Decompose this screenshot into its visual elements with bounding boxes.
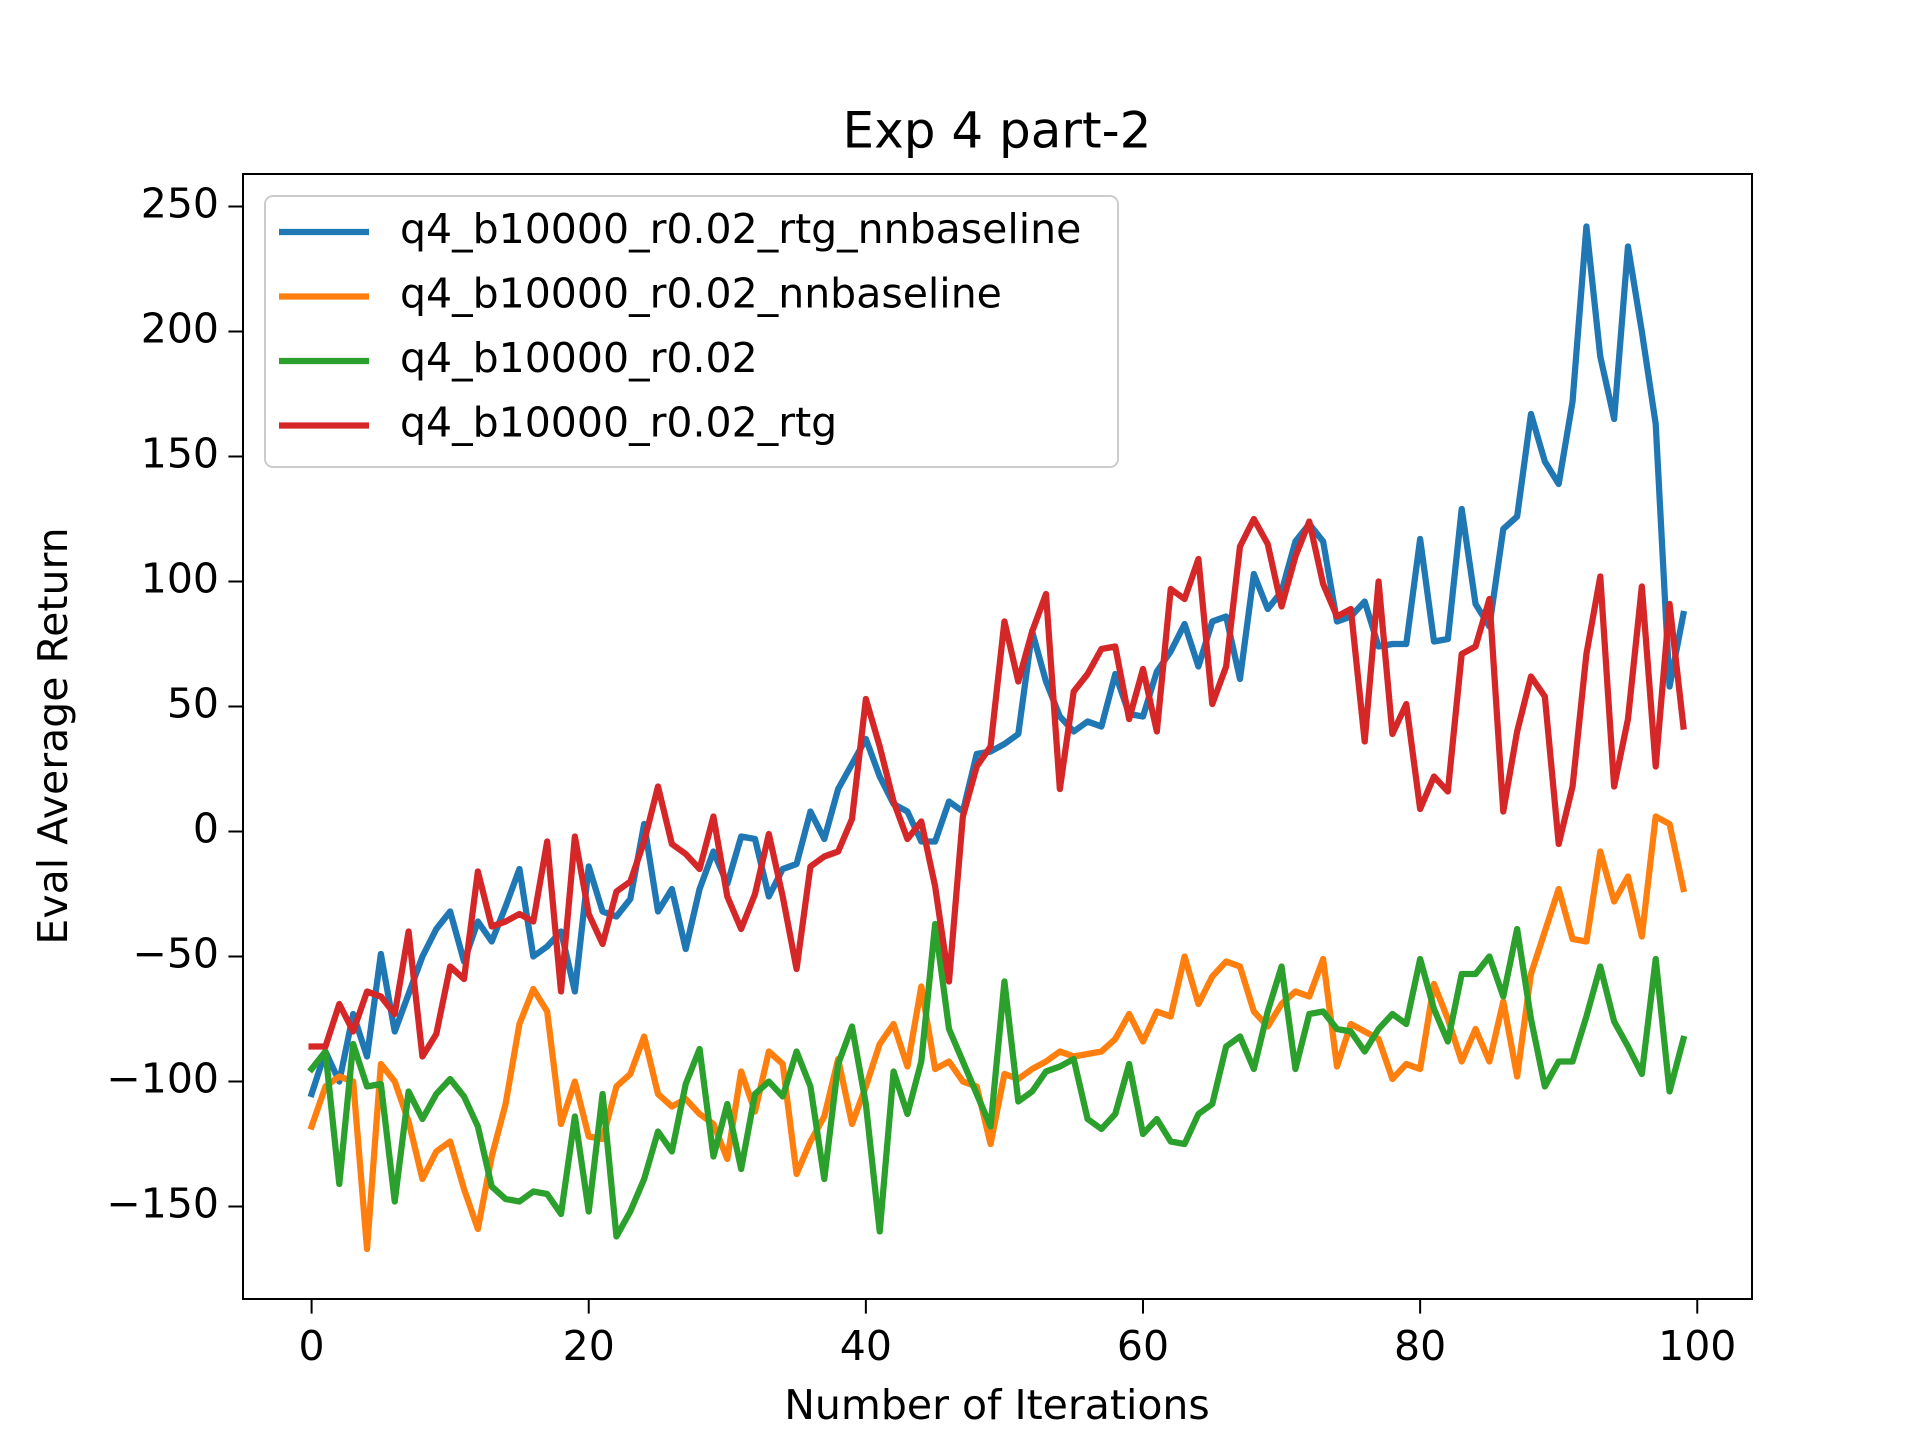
- series-line: [307, 920, 1688, 1240]
- chart-title: Exp 4 part-2: [843, 102, 1152, 160]
- legend-label: q4_b10000_r0.02: [400, 334, 758, 382]
- y-tick-label: 100: [141, 555, 219, 603]
- x-tick-label: 40: [840, 1322, 892, 1370]
- series-line: [307, 813, 1688, 1253]
- legend-label: q4_b10000_r0.02_nnbaseline: [400, 270, 1002, 318]
- y-tick-label: −50: [132, 930, 219, 978]
- x-tick-label: 80: [1394, 1322, 1446, 1370]
- y-tick-label: 50: [167, 680, 219, 728]
- x-tick-label: 0: [299, 1322, 325, 1370]
- x-tick-label: 60: [1117, 1322, 1169, 1370]
- x-tick-label: 100: [1658, 1322, 1736, 1370]
- series-line: [307, 223, 1688, 1098]
- y-tick-label: 150: [141, 430, 219, 478]
- series-line: [308, 515, 1687, 1060]
- y-axis-label: Eval Average Return: [29, 527, 77, 944]
- legend-box: [264, 195, 1119, 468]
- x-axis-label: Number of Iterations: [784, 1381, 1210, 1429]
- y-tick-label: 200: [141, 305, 219, 353]
- y-tick-label: 250: [141, 180, 219, 228]
- y-tick-label: 0: [193, 805, 219, 853]
- x-tick-label: 20: [563, 1322, 615, 1370]
- y-tick-label: −150: [106, 1180, 219, 1228]
- legend-label: q4_b10000_r0.02_rtg_nnbaseline: [400, 205, 1081, 253]
- legend-label: q4_b10000_r0.02_rtg: [400, 399, 837, 447]
- y-tick-label: −100: [106, 1055, 219, 1103]
- plot-frame: [242, 173, 1753, 1300]
